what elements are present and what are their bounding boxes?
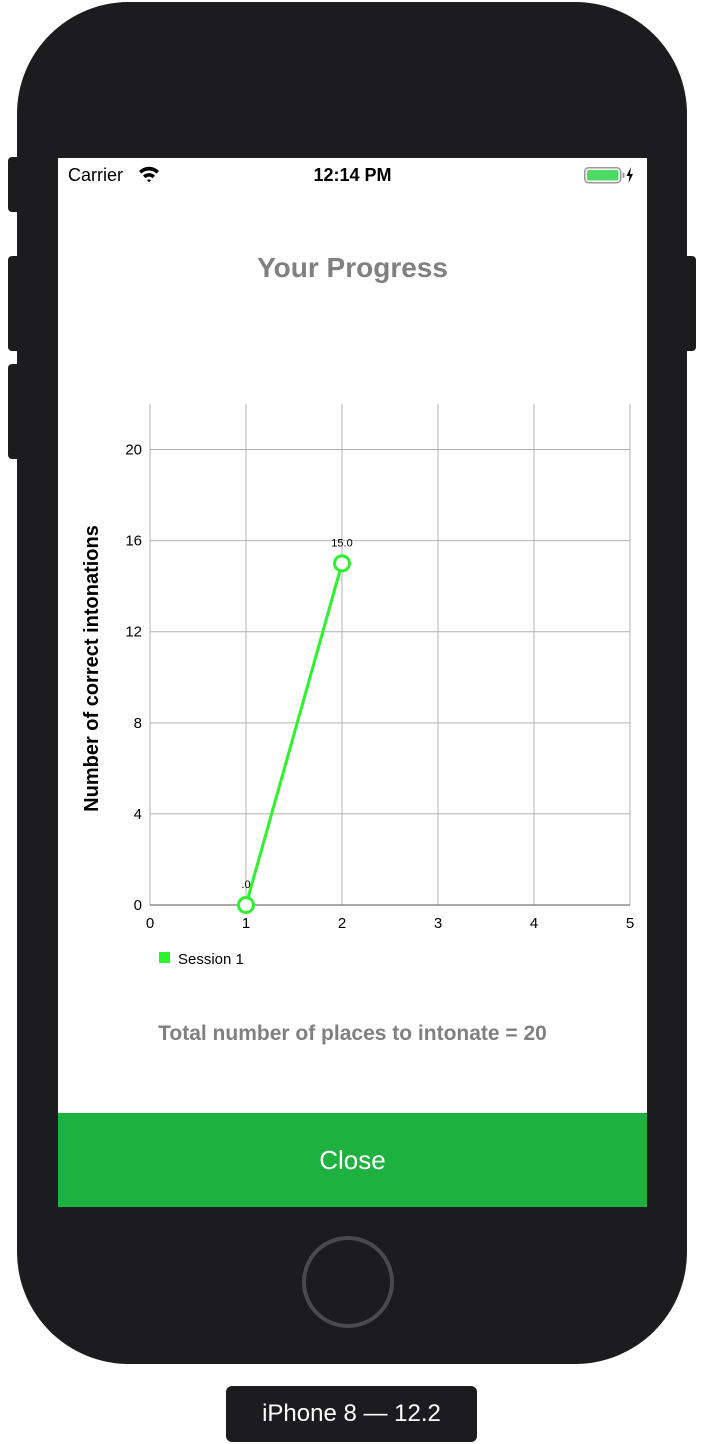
close-button[interactable]: Close	[58, 1113, 647, 1207]
carrier-label: Carrier	[68, 165, 124, 185]
y-tick-label: 8	[134, 715, 142, 732]
series-line	[244, 563, 344, 906]
page-title: Your Progress	[257, 252, 448, 283]
legend-label: Session 1	[178, 951, 244, 968]
wifi-icon	[139, 166, 159, 183]
y-tick-label: 12	[125, 624, 142, 641]
x-tick-label: 1	[242, 915, 250, 932]
chart-series: .0 15.0	[237, 537, 353, 914]
y-tick-label: 20	[125, 442, 142, 459]
y-tick-label: 16	[125, 533, 142, 550]
y-tick-label: 4	[134, 806, 142, 823]
y-tick-label: 0	[134, 897, 142, 914]
status-bar: Carrier 12:14 PM	[58, 158, 647, 194]
x-tick-label: 3	[434, 915, 442, 932]
chart-grid	[149, 404, 631, 905]
y-axis-label: Number of correct intonations	[81, 525, 103, 812]
x-tick-label: 2	[338, 915, 346, 932]
x-tick-label: 5	[626, 915, 634, 932]
battery-charging-icon	[584, 167, 633, 184]
status-clock: 12:14 PM	[313, 165, 392, 185]
data-point	[333, 554, 351, 573]
chart-legend: Session 1	[159, 951, 244, 968]
data-point	[237, 896, 255, 914]
x-tick-label: 0	[146, 915, 154, 932]
data-label: 15.0	[331, 537, 352, 549]
device-name-label: iPhone 8 — 12.2	[226, 1386, 477, 1442]
data-label: .0	[241, 879, 250, 891]
home-button[interactable]	[302, 1236, 394, 1328]
total-places-text: Total number of places to intonate = 20	[158, 1022, 547, 1045]
x-tick-label: 4	[530, 915, 538, 932]
legend-swatch	[159, 952, 170, 963]
power-button	[684, 256, 696, 351]
